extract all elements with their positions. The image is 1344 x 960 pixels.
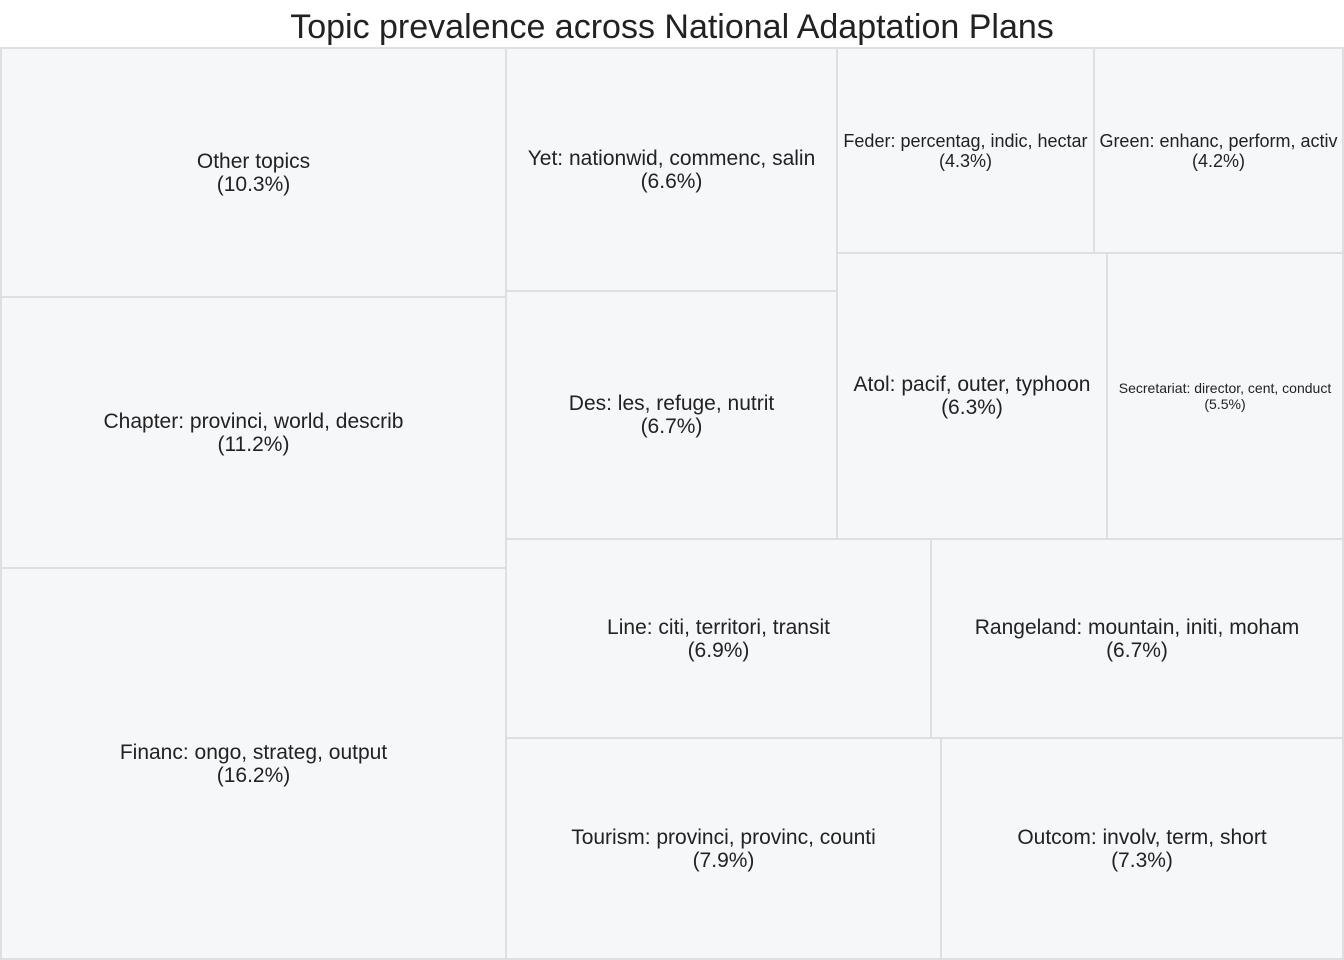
tile-name: Green: enhanc, perform, activ bbox=[1099, 130, 1338, 151]
tile-label: Other topics (10.3%) bbox=[197, 150, 310, 196]
tile-label: Rangeland: mountain, initi, moham (6.7%) bbox=[975, 616, 1300, 662]
tile-green: Green: enhanc, perform, activ (4.2%) bbox=[1093, 47, 1344, 254]
tile-atol: Atol: pacif, outer, typhoon (6.3%) bbox=[836, 252, 1108, 540]
tile-label: Des: les, refuge, nutrit (6.7%) bbox=[569, 392, 774, 438]
tile-outcom: Outcom: involv, term, short (7.3%) bbox=[940, 737, 1344, 960]
tile-value: (4.2%) bbox=[1191, 150, 1245, 171]
tile-label: Line: citi, territori, transit (6.9%) bbox=[607, 616, 830, 662]
tile-name: Feder: percentag, indic, hectar bbox=[843, 130, 1088, 151]
tile-name: Secretariat: director, cent, conduct bbox=[1118, 380, 1332, 396]
tile-value: (6.6%) bbox=[640, 169, 703, 193]
tile-label: Green: enhanc, perform, activ (4.2%) bbox=[1099, 131, 1337, 171]
tile-value: (7.9%) bbox=[692, 848, 755, 872]
chart-title: Topic prevalence across National Adaptat… bbox=[290, 8, 1054, 46]
tile-label: Tourism: provinci, provinc, counti (7.9%… bbox=[571, 826, 876, 872]
tile-yet: Yet: nationwid, commenc, salin (6.6%) bbox=[505, 47, 838, 292]
tile-tourism: Tourism: provinci, provinc, counti (7.9%… bbox=[505, 737, 942, 960]
tile-name: Chapter: provinci, world, describ bbox=[103, 409, 404, 433]
tile-secretariat: Secretariat: director, cent, conduct (5.… bbox=[1106, 252, 1344, 540]
tile-financ: Financ: ongo, strateg, output (16.2%) bbox=[0, 567, 507, 960]
tile-label: Chapter: provinci, world, describ (11.2%… bbox=[104, 410, 404, 456]
tile-value: (6.7%) bbox=[640, 415, 703, 438]
tile-des: Des: les, refuge, nutrit (6.7%) bbox=[505, 290, 838, 540]
tile-line: Line: citi, territori, transit (6.9%) bbox=[505, 538, 932, 739]
tile-label: Outcom: involv, term, short (7.3%) bbox=[1017, 826, 1266, 872]
tile-name: Tourism: provinci, provinc, counti bbox=[571, 825, 876, 849]
tile-value: (10.3%) bbox=[216, 172, 291, 196]
tile-label: Yet: nationwid, commenc, salin (6.6%) bbox=[528, 147, 816, 193]
tile-label: Atol: pacif, outer, typhoon (6.3%) bbox=[854, 373, 1091, 419]
tile-value: (11.2%) bbox=[217, 432, 290, 456]
tile-name: Yet: nationwid, commenc, salin bbox=[527, 146, 816, 170]
tile-rangeland: Rangeland: mountain, initi, moham (6.7%) bbox=[930, 538, 1344, 739]
tile-name: Outcom: involv, term, short bbox=[1017, 825, 1267, 849]
tile-value: (5.5%) bbox=[1204, 396, 1246, 412]
tile-label: Secretariat: director, cent, conduct (5.… bbox=[1119, 380, 1331, 412]
tile-value: (6.3%) bbox=[941, 396, 1003, 419]
tile-value: (6.9%) bbox=[687, 638, 750, 662]
tile-chapter: Chapter: provinci, world, describ (11.2%… bbox=[0, 296, 507, 569]
tile-label: Financ: ongo, strateg, output (16.2%) bbox=[120, 741, 387, 787]
tile-name: Financ: ongo, strateg, output bbox=[119, 740, 388, 764]
tile-other-topics: Other topics (10.3%) bbox=[0, 47, 507, 298]
tile-value: (16.2%) bbox=[216, 763, 291, 787]
tile-name: Rangeland: mountain, initi, moham bbox=[974, 615, 1300, 639]
tile-name: Des: les, refuge, nutrit bbox=[568, 392, 775, 415]
tile-name: Other topics bbox=[196, 149, 311, 173]
tile-feder: Feder: percentag, indic, hectar (4.3%) bbox=[836, 47, 1095, 254]
tile-label: Feder: percentag, indic, hectar (4.3%) bbox=[843, 131, 1087, 171]
tile-name: Line: citi, territori, transit bbox=[607, 615, 830, 639]
tile-value: (4.3%) bbox=[938, 150, 992, 171]
tile-value: (6.7%) bbox=[1106, 638, 1168, 662]
tile-name: Atol: pacif, outer, typhoon bbox=[853, 373, 1091, 396]
tile-value: (7.3%) bbox=[1111, 848, 1173, 872]
